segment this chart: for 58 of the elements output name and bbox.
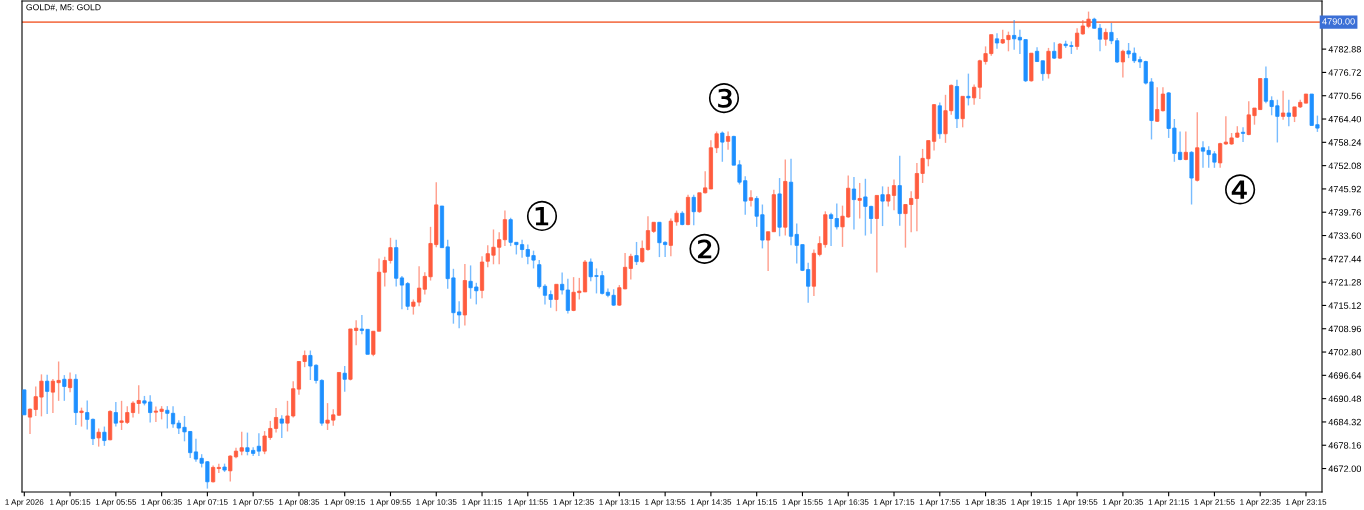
y-tick-label: 4745.92 — [1328, 185, 1361, 193]
y-tick-label: 4702.80 — [1328, 348, 1362, 356]
x-tick-label: 1 Apr 05:55 — [95, 499, 137, 507]
annotation: ④ — [1225, 174, 1256, 205]
x-tick-label: 1 Apr 12:35 — [553, 499, 594, 507]
x-tick-label: 1 Apr 07:55 — [233, 499, 274, 507]
y-tick-label: 4764.40 — [1328, 115, 1362, 123]
y-tick-label: 4696.64 — [1328, 372, 1362, 379]
candlestick — [1240, 126, 1246, 143]
y-tick-label: 4690.48 — [1328, 395, 1361, 403]
x-tick-label: 1 Apr 07:15 — [187, 499, 228, 507]
x-tick-label: 1 Apr 13:15 — [599, 499, 640, 507]
annotation: ① — [526, 200, 558, 232]
y-tick-label: 4715.12 — [1328, 302, 1361, 309]
y-tick-label: 4672.00 — [1328, 465, 1362, 472]
y-tick-label: 4684.32 — [1328, 418, 1361, 426]
x-tick-label: 1 Apr 21:15 — [1148, 499, 1189, 507]
x-tick-label: 1 Apr 06:35 — [141, 499, 182, 507]
x-tick-label: 1 Apr 15:15 — [736, 499, 777, 507]
y-tick-label: 4776.72 — [1328, 69, 1361, 76]
y-tick-label: 4733.60 — [1328, 232, 1362, 239]
x-tick-label: 1 Apr 17:15 — [874, 499, 915, 507]
x-tick-label: 1 Apr 19:15 — [1011, 499, 1052, 507]
x-tick-label: 1 Apr 2026 — [5, 499, 44, 507]
x-tick-label: 1 Apr 05:15 — [50, 499, 91, 507]
x-tick-label: 1 Apr 17:55 — [919, 499, 961, 507]
y-tick-label: 4708.96 — [1328, 325, 1361, 333]
x-tick-label: 1 Apr 09:15 — [324, 499, 365, 507]
x-tick-label: 1 Apr 13:55 — [645, 499, 686, 507]
annotation: ③ — [708, 83, 740, 114]
x-tick-label: 1 Apr 09:55 — [370, 499, 411, 507]
y-tick-label: 4752.08 — [1328, 162, 1361, 170]
x-tick-label: 1 Apr 16:35 — [828, 499, 869, 507]
candlestick — [994, 32, 1000, 50]
y-tick-label: 4770.56 — [1328, 92, 1361, 100]
x-tick-label: 1 Apr 08:35 — [278, 499, 320, 507]
y-tick-label: 4721.28 — [1328, 279, 1361, 286]
x-tick-label: 1 Apr 11:15 — [462, 499, 503, 507]
x-tick-label: 1 Apr 20:35 — [1102, 499, 1144, 507]
x-tick-label: 1 Apr 15:55 — [782, 499, 823, 507]
y-tick-label: 4678.16 — [1328, 442, 1361, 449]
y-tick-label: 4727.44 — [1328, 255, 1362, 263]
x-tick-label: 1 Apr 11:55 — [508, 499, 548, 507]
x-tick-label: 1 Apr 22:35 — [1240, 499, 1281, 507]
chart-title: GOLD#, M5: GOLD — [26, 4, 101, 12]
x-tick-label: 1 Apr 19:55 — [1057, 499, 1098, 507]
annotation: ② — [689, 233, 720, 264]
candlestick — [216, 462, 221, 474]
candlestick — [748, 189, 754, 208]
x-tick-label: 1 Apr 23:15 — [1285, 499, 1327, 507]
ref-line-label: 4790.00 — [1322, 18, 1355, 25]
x-tick-label: 1 Apr 21:55 — [1194, 499, 1235, 507]
y-tick-label: 4739.76 — [1328, 209, 1361, 216]
y-tick-label: 4782.88 — [1328, 46, 1361, 53]
y-tick-label: 4758.24 — [1328, 139, 1362, 146]
x-tick-label: 1 Apr 10:35 — [416, 499, 457, 507]
x-tick-label: 1 Apr 18:35 — [965, 499, 1006, 507]
x-tick-label: 1 Apr 14:35 — [690, 499, 732, 507]
